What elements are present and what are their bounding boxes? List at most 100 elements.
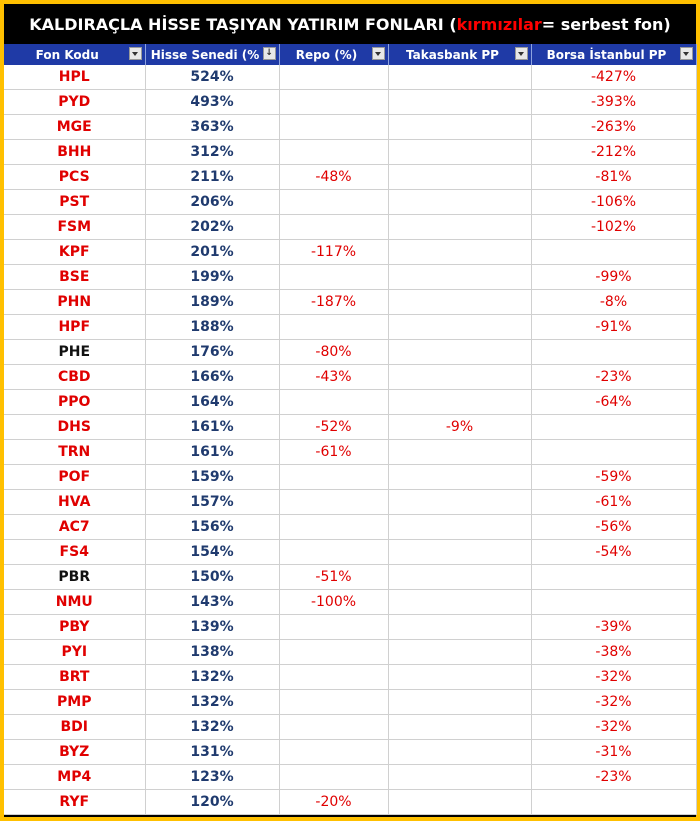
fund-code-cell[interactable]: BRT — [4, 664, 146, 690]
borsa-cell[interactable]: -56% — [531, 514, 697, 540]
fund-code-cell[interactable]: PPO — [4, 389, 146, 415]
repo-cell[interactable]: -80% — [279, 339, 389, 365]
fund-code-cell[interactable]: BHH — [4, 139, 146, 165]
fund-code-cell[interactable]: TRN — [4, 439, 146, 465]
hisse-cell[interactable]: 154% — [145, 539, 280, 565]
borsa-cell[interactable]: -32% — [531, 689, 697, 715]
repo-cell[interactable] — [279, 489, 389, 515]
takasbank-cell[interactable] — [388, 514, 532, 540]
hisse-cell[interactable]: 132% — [145, 714, 280, 740]
hisse-cell[interactable]: 157% — [145, 489, 280, 515]
fund-code-cell[interactable]: PHN — [4, 289, 146, 315]
takasbank-cell[interactable] — [388, 764, 532, 790]
fund-code-cell[interactable]: BDI — [4, 714, 146, 740]
takasbank-cell[interactable] — [388, 689, 532, 715]
fund-code-cell[interactable]: BYZ — [4, 739, 146, 765]
fund-code-cell[interactable]: HPL — [4, 65, 146, 90]
fund-code-cell[interactable]: POF — [4, 464, 146, 490]
hisse-cell[interactable]: 211% — [145, 164, 280, 190]
fund-code-cell[interactable]: PBR — [4, 564, 146, 590]
takasbank-cell[interactable]: -9% — [388, 414, 532, 440]
takasbank-cell[interactable] — [388, 339, 532, 365]
hisse-cell[interactable]: 159% — [145, 464, 280, 490]
fund-code-cell[interactable]: PCS — [4, 164, 146, 190]
filter-dropdown-icon[interactable] — [679, 47, 693, 60]
takasbank-cell[interactable] — [388, 439, 532, 465]
borsa-cell[interactable]: -23% — [531, 364, 697, 390]
fund-code-cell[interactable]: FSM — [4, 214, 146, 240]
repo-cell[interactable]: -61% — [279, 439, 389, 465]
repo-cell[interactable] — [279, 664, 389, 690]
hisse-cell[interactable]: 156% — [145, 514, 280, 540]
takasbank-cell[interactable] — [388, 564, 532, 590]
fund-code-cell[interactable]: PBY — [4, 614, 146, 640]
borsa-cell[interactable]: -39% — [531, 614, 697, 640]
borsa-cell[interactable]: -393% — [531, 89, 697, 115]
hisse-cell[interactable]: 150% — [145, 564, 280, 590]
borsa-cell[interactable]: -38% — [531, 639, 697, 665]
hisse-cell[interactable]: 188% — [145, 314, 280, 340]
borsa-cell[interactable]: -81% — [531, 164, 697, 190]
borsa-cell[interactable] — [531, 239, 697, 265]
fund-code-cell[interactable]: KPF — [4, 239, 146, 265]
repo-cell[interactable] — [279, 114, 389, 140]
repo-cell[interactable] — [279, 764, 389, 790]
takasbank-cell[interactable] — [388, 589, 532, 615]
repo-cell[interactable] — [279, 514, 389, 540]
borsa-cell[interactable]: -91% — [531, 314, 697, 340]
borsa-cell[interactable] — [531, 564, 697, 590]
borsa-cell[interactable]: -59% — [531, 464, 697, 490]
takasbank-cell[interactable] — [388, 139, 532, 165]
hisse-cell[interactable]: 139% — [145, 614, 280, 640]
hisse-cell[interactable]: 493% — [145, 89, 280, 115]
borsa-cell[interactable]: -31% — [531, 739, 697, 765]
fund-code-cell[interactable]: NMU — [4, 589, 146, 615]
repo-cell[interactable]: -117% — [279, 239, 389, 265]
repo-cell[interactable] — [279, 189, 389, 215]
fund-code-cell[interactable]: PYD — [4, 89, 146, 115]
hisse-cell[interactable]: 132% — [145, 689, 280, 715]
hisse-cell[interactable]: 161% — [145, 439, 280, 465]
repo-cell[interactable] — [279, 464, 389, 490]
takasbank-cell[interactable] — [388, 389, 532, 415]
borsa-cell[interactable] — [531, 789, 697, 815]
fund-code-cell[interactable]: HVA — [4, 489, 146, 515]
hisse-cell[interactable]: 131% — [145, 739, 280, 765]
filter-dropdown-icon[interactable] — [371, 47, 385, 60]
fund-code-cell[interactable]: FS4 — [4, 539, 146, 565]
takasbank-cell[interactable] — [388, 264, 532, 290]
hisse-cell[interactable]: 199% — [145, 264, 280, 290]
hisse-cell[interactable]: 161% — [145, 414, 280, 440]
takasbank-cell[interactable] — [388, 789, 532, 815]
repo-cell[interactable]: -52% — [279, 414, 389, 440]
borsa-cell[interactable] — [531, 339, 697, 365]
borsa-cell[interactable]: -102% — [531, 214, 697, 240]
repo-cell[interactable] — [279, 689, 389, 715]
takasbank-cell[interactable] — [388, 714, 532, 740]
borsa-cell[interactable]: -64% — [531, 389, 697, 415]
takasbank-cell[interactable] — [388, 614, 532, 640]
hisse-cell[interactable]: 138% — [145, 639, 280, 665]
repo-cell[interactable]: -43% — [279, 364, 389, 390]
takasbank-cell[interactable] — [388, 664, 532, 690]
sort-filter-dropdown-icon[interactable] — [262, 47, 276, 60]
repo-cell[interactable]: -20% — [279, 789, 389, 815]
repo-cell[interactable]: -100% — [279, 589, 389, 615]
borsa-cell[interactable]: -23% — [531, 764, 697, 790]
hisse-cell[interactable]: 166% — [145, 364, 280, 390]
takasbank-cell[interactable] — [388, 464, 532, 490]
repo-cell[interactable] — [279, 65, 389, 90]
repo-cell[interactable] — [279, 539, 389, 565]
hisse-cell[interactable]: 143% — [145, 589, 280, 615]
takasbank-cell[interactable] — [388, 65, 532, 90]
repo-cell[interactable] — [279, 139, 389, 165]
borsa-cell[interactable]: -32% — [531, 664, 697, 690]
takasbank-cell[interactable] — [388, 89, 532, 115]
borsa-cell[interactable]: -106% — [531, 189, 697, 215]
takasbank-cell[interactable] — [388, 214, 532, 240]
repo-cell[interactable] — [279, 264, 389, 290]
repo-cell[interactable] — [279, 214, 389, 240]
hisse-cell[interactable]: 123% — [145, 764, 280, 790]
borsa-cell[interactable] — [531, 414, 697, 440]
repo-cell[interactable] — [279, 89, 389, 115]
